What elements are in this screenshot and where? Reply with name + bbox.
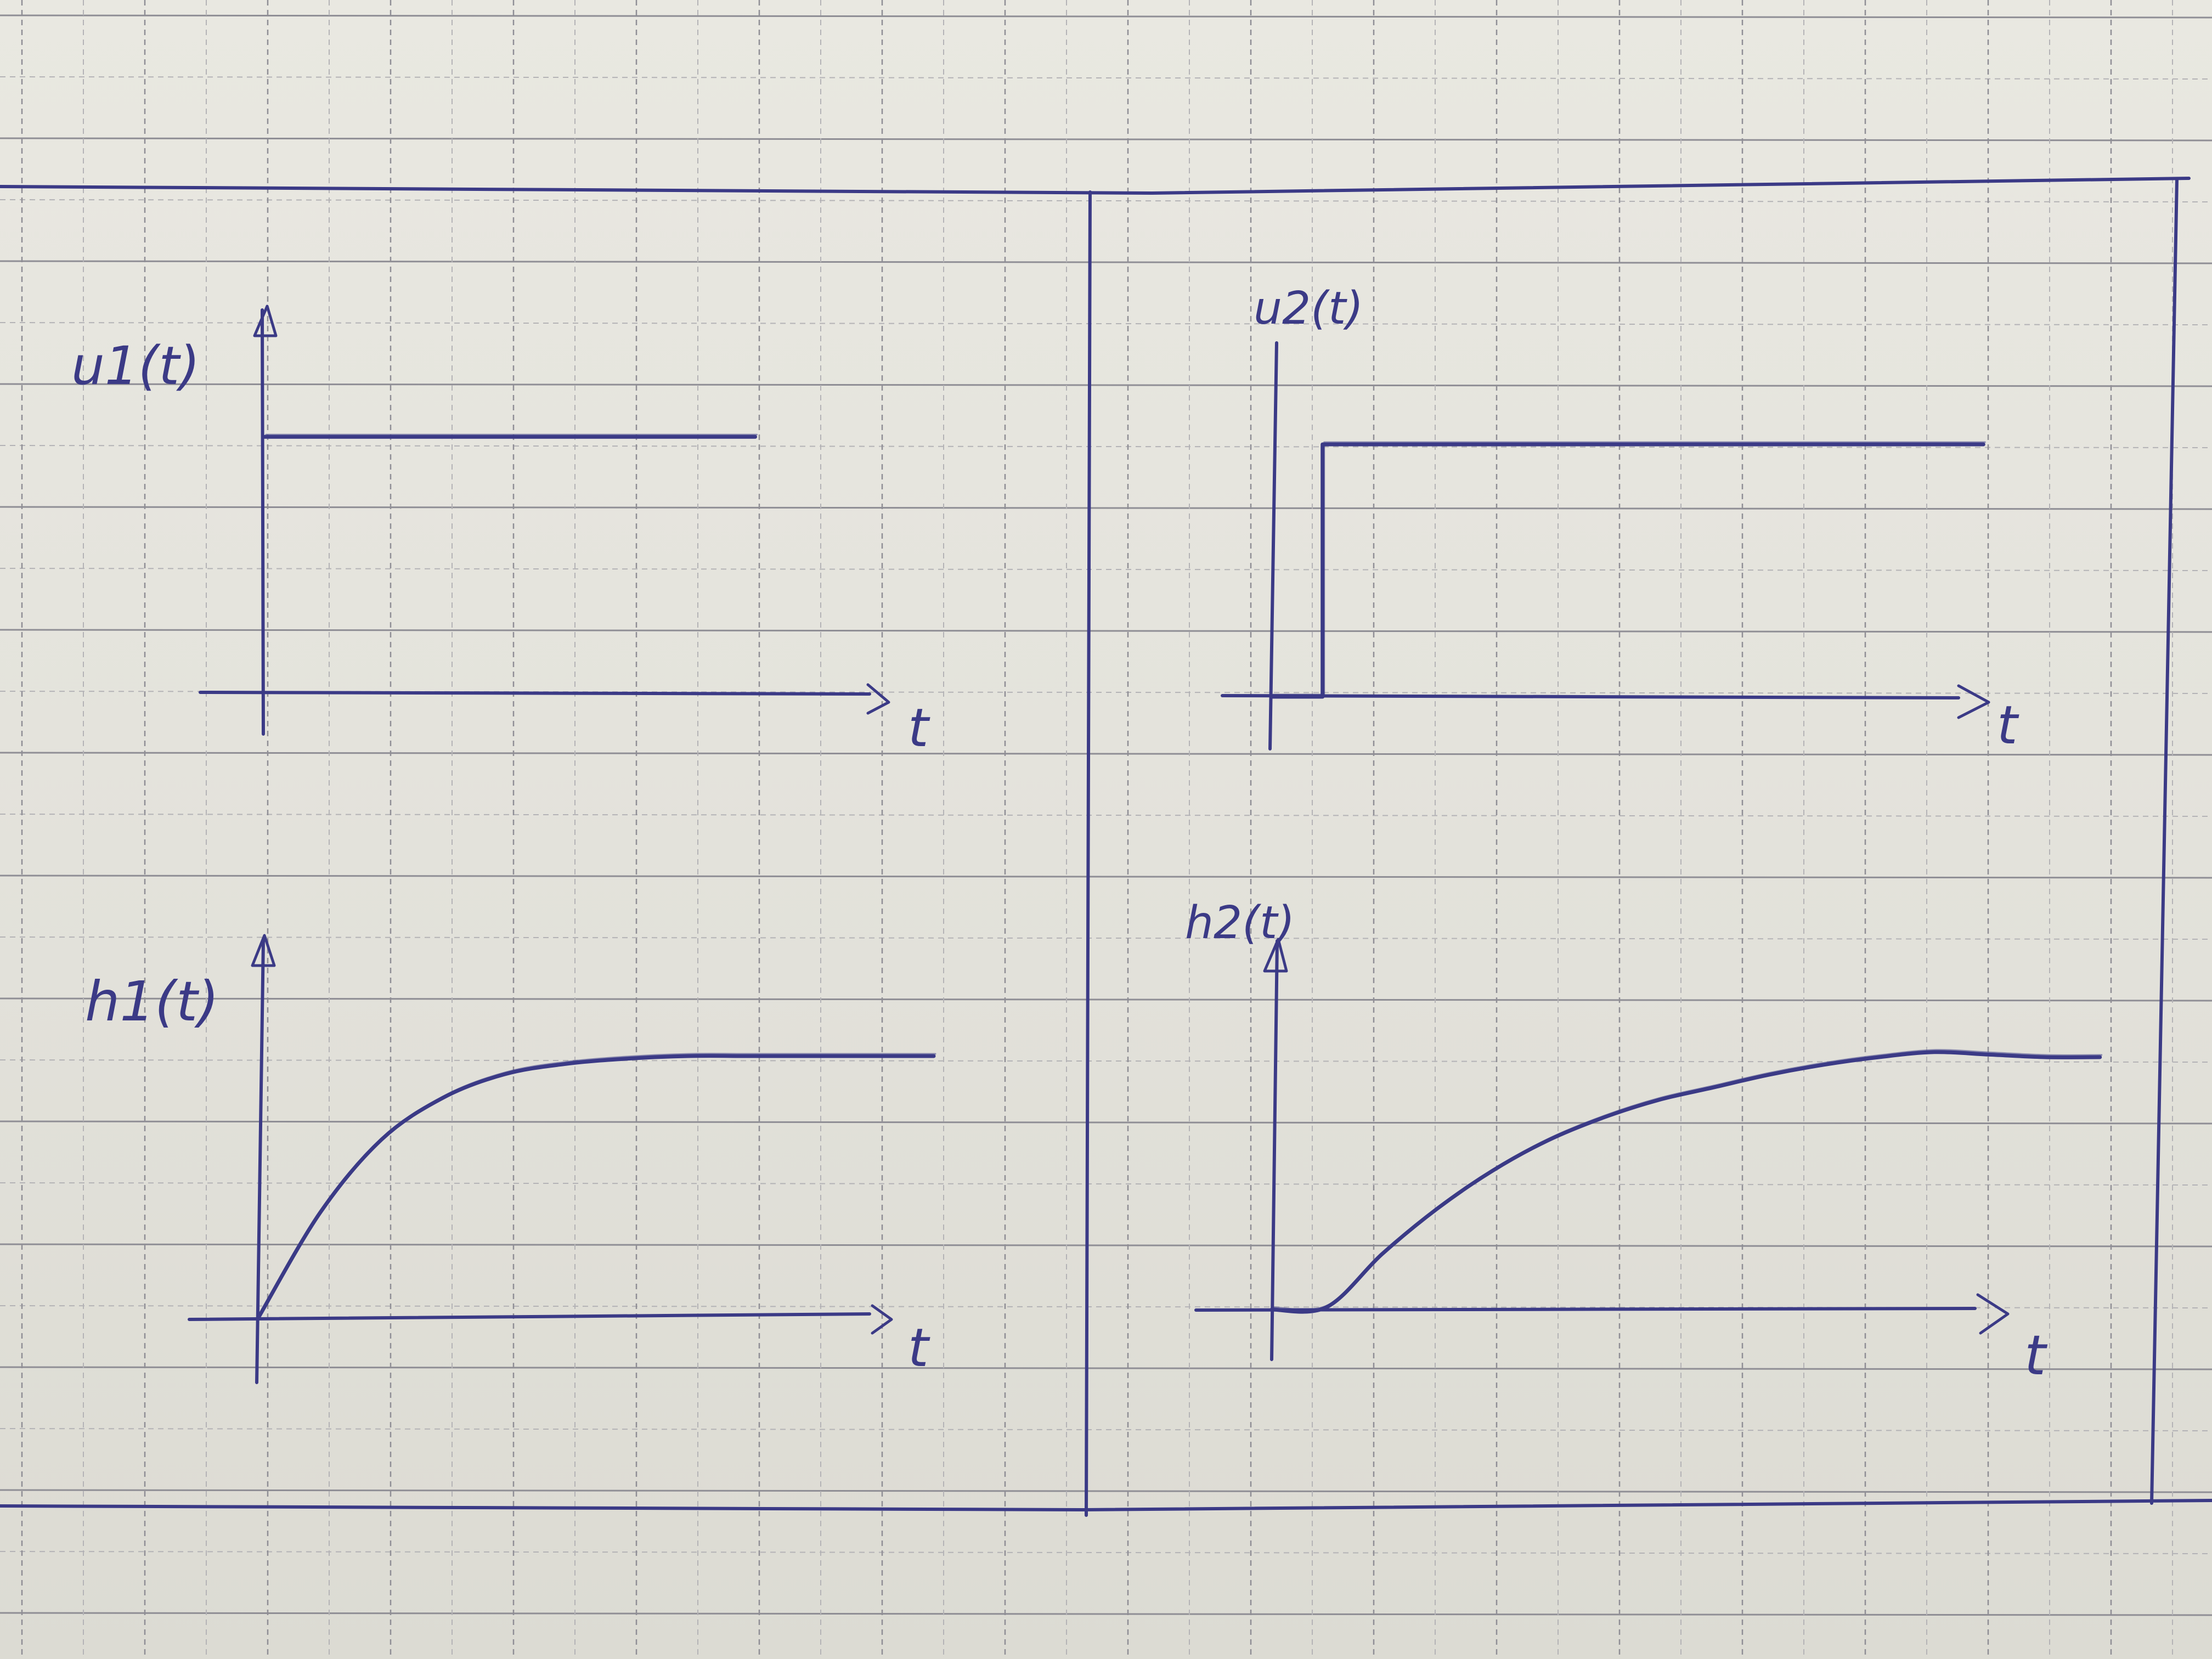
u2-y-label: u2(t) [1254, 283, 1363, 335]
u1-plot-area [262, 433, 758, 439]
h2-series-line-retrace [1272, 1049, 2103, 1311]
u2-series-line [1269, 442, 1985, 699]
h1-plot-area [257, 1053, 936, 1319]
grid-line-horizontal [0, 383, 2212, 387]
u2-y-axis [1268, 341, 1278, 751]
frame-right-line [2150, 178, 2179, 1505]
grid-line-horizontal [0, 1551, 2212, 1554]
h1-series-line-retrace [259, 1053, 936, 1316]
u2-series-line-retrace [1272, 441, 1986, 696]
frame-center-divider [1085, 190, 1092, 1517]
h2-x-axis [1194, 1307, 1977, 1312]
h2-plot-area [1269, 1049, 2103, 1314]
grid-line-horizontal [0, 1243, 2212, 1248]
u1-y-axis [261, 308, 265, 736]
grid-line-horizontal [0, 568, 2212, 571]
chart-h2: h2(t) t [1185, 897, 2103, 1387]
h2-y-axis-arrow [1263, 938, 1288, 973]
u1-x-label: t [908, 697, 930, 759]
u1-x-axis [199, 691, 871, 696]
h1-y-axis-arrow [251, 934, 276, 967]
grid-line-horizontal [0, 936, 2212, 940]
u2-plot-area [1269, 441, 1986, 699]
grid-line-horizontal [0, 752, 2212, 756]
grid-line-horizontal [0, 199, 2212, 202]
u2-x-label: t [1997, 695, 2019, 756]
grid-line-horizontal [0, 1366, 2212, 1370]
grid-line-horizontal [0, 1059, 2212, 1063]
grid-line-horizontal [0, 874, 2212, 879]
grid-line-horizontal [0, 629, 2212, 633]
grid-line-horizontal [0, 14, 2212, 19]
grid-line-horizontal [0, 137, 2212, 142]
u1-y-label: u1(t) [71, 335, 200, 397]
drawing-frame [0, 177, 2212, 1517]
u1-x-axis-arrow [866, 683, 890, 715]
h2-y-label: h2(t) [1185, 897, 1295, 949]
grid-line-horizontal [0, 260, 2212, 264]
h1-y-label: h1(t) [85, 969, 219, 1034]
h2-x-label: t [2024, 1323, 2048, 1387]
h1-y-axis [255, 939, 265, 1384]
h1-x-label: t [908, 1317, 930, 1379]
grid-line-horizontal [0, 506, 2212, 510]
grid-line-horizontal [0, 1489, 2212, 1493]
chart-h1: h1(t) t [85, 934, 936, 1384]
h1-series-line [257, 1054, 936, 1319]
h2-x-axis-arrow [1976, 1293, 2010, 1335]
frame-top-line [0, 177, 2191, 195]
frame-bottom-line [0, 1499, 2212, 1511]
h1-x-axis-arrow [871, 1304, 893, 1335]
u2-x-axis-arrow [1957, 684, 1990, 719]
grid-line-horizontal [0, 1120, 2212, 1125]
chart-u1: u1(t) t [71, 304, 930, 759]
h1-x-axis [188, 1312, 871, 1321]
grid-line-horizontal [0, 76, 2212, 80]
u1-y-axis-arrow [253, 304, 278, 337]
chart-u2: u2(t) t [1221, 283, 2019, 756]
grid-line-horizontal [0, 445, 2212, 448]
h2-y-axis [1270, 939, 1279, 1361]
u2-x-axis [1221, 694, 1960, 699]
grid-line-horizontal [0, 1182, 2212, 1186]
grid-line-horizontal [0, 997, 2212, 1002]
grid-line-horizontal [0, 814, 2212, 817]
grid-line-horizontal [0, 1428, 2212, 1431]
grid-line-horizontal [0, 322, 2212, 325]
grid-line-horizontal [0, 1305, 2212, 1308]
grid-line-horizontal [0, 1612, 2212, 1616]
